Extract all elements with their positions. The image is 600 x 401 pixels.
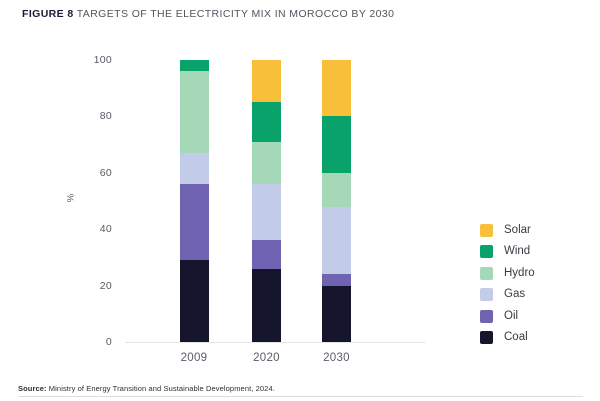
bottom-divider (18, 396, 583, 397)
bar-segment-2030-coal (322, 285, 351, 342)
bar-segment-2009-hydro (179, 71, 209, 154)
bar-segment-2030-oil (322, 274, 351, 286)
bar-segment-2020-wind (252, 102, 281, 142)
y-axis-tick-label: 20 (99, 279, 112, 292)
bar-segment-2030-hydro (322, 172, 351, 207)
legend-swatch-gas (480, 288, 493, 302)
figure-title: FIGURE 8 TARGETS OF THE ELECTRICITY MIX … (22, 8, 394, 20)
legend-label-gas: Gas (504, 288, 526, 301)
y-axis-tick-label: 40 (99, 223, 112, 236)
legend-swatch-coal (480, 331, 493, 344)
legend-swatch-hydro (480, 266, 493, 280)
bar-segment-2020-coal (252, 268, 281, 342)
x-axis-category-label: 2020 (253, 352, 280, 364)
legend-label-oil: Oil (504, 309, 519, 322)
legend-label-coal: Coal (504, 331, 528, 343)
bar-segment-2030-gas (322, 206, 351, 275)
source-note: Source: Ministry of Energy Transition an… (18, 384, 275, 393)
bar-segment-2009-gas (179, 153, 209, 185)
bar-segment-2030-solar (322, 60, 351, 117)
bar-segment-2020-solar (252, 60, 281, 103)
bar-segment-2020-hydro (252, 141, 281, 185)
y-axis-tick-label: 100 (93, 54, 112, 66)
legend-label-hydro: Hydro (504, 266, 535, 279)
figure-title-caption: TARGETS OF THE ELECTRICITY MIX IN MOROCC… (76, 8, 395, 20)
source-label: Source: (18, 384, 47, 393)
bar-segment-2009-oil (179, 184, 209, 261)
bar-segment-2009-wind (179, 60, 209, 72)
bar-segment-2009-coal (179, 260, 209, 342)
y-axis-title: % (65, 193, 77, 203)
legend-label-solar: Solar (504, 224, 531, 236)
bar-segment-2020-gas (252, 184, 281, 241)
legend-swatch-wind (480, 245, 493, 259)
x-axis-category-label: 2030 (323, 352, 350, 364)
legend-swatch-solar (480, 224, 493, 237)
y-axis-tick-label: 0 (105, 336, 112, 348)
legend-label-wind: Wind (504, 245, 531, 258)
x-axis-baseline (125, 342, 425, 343)
figure-label: FIGURE 8 (22, 8, 74, 20)
source-text: Ministry of Energy Transition and Sustai… (46, 384, 275, 393)
legend-swatch-oil (480, 309, 493, 323)
bar-segment-2030-wind (322, 116, 351, 173)
y-axis-tick-label: 60 (99, 166, 112, 179)
y-axis-tick-label: 80 (99, 110, 112, 123)
x-axis-category-label: 2009 (180, 352, 208, 364)
bar-segment-2020-oil (252, 240, 281, 269)
